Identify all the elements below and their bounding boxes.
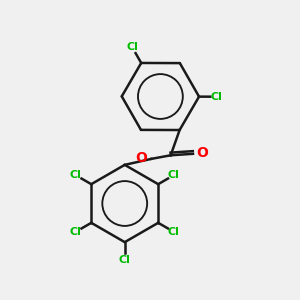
Text: Cl: Cl xyxy=(70,170,82,180)
Text: Cl: Cl xyxy=(211,92,223,102)
Text: O: O xyxy=(196,146,208,160)
Text: Cl: Cl xyxy=(70,227,82,237)
Text: Cl: Cl xyxy=(126,43,138,52)
Text: Cl: Cl xyxy=(168,227,180,237)
Text: Cl: Cl xyxy=(119,255,131,265)
Text: Cl: Cl xyxy=(168,170,180,180)
Text: O: O xyxy=(136,151,148,165)
